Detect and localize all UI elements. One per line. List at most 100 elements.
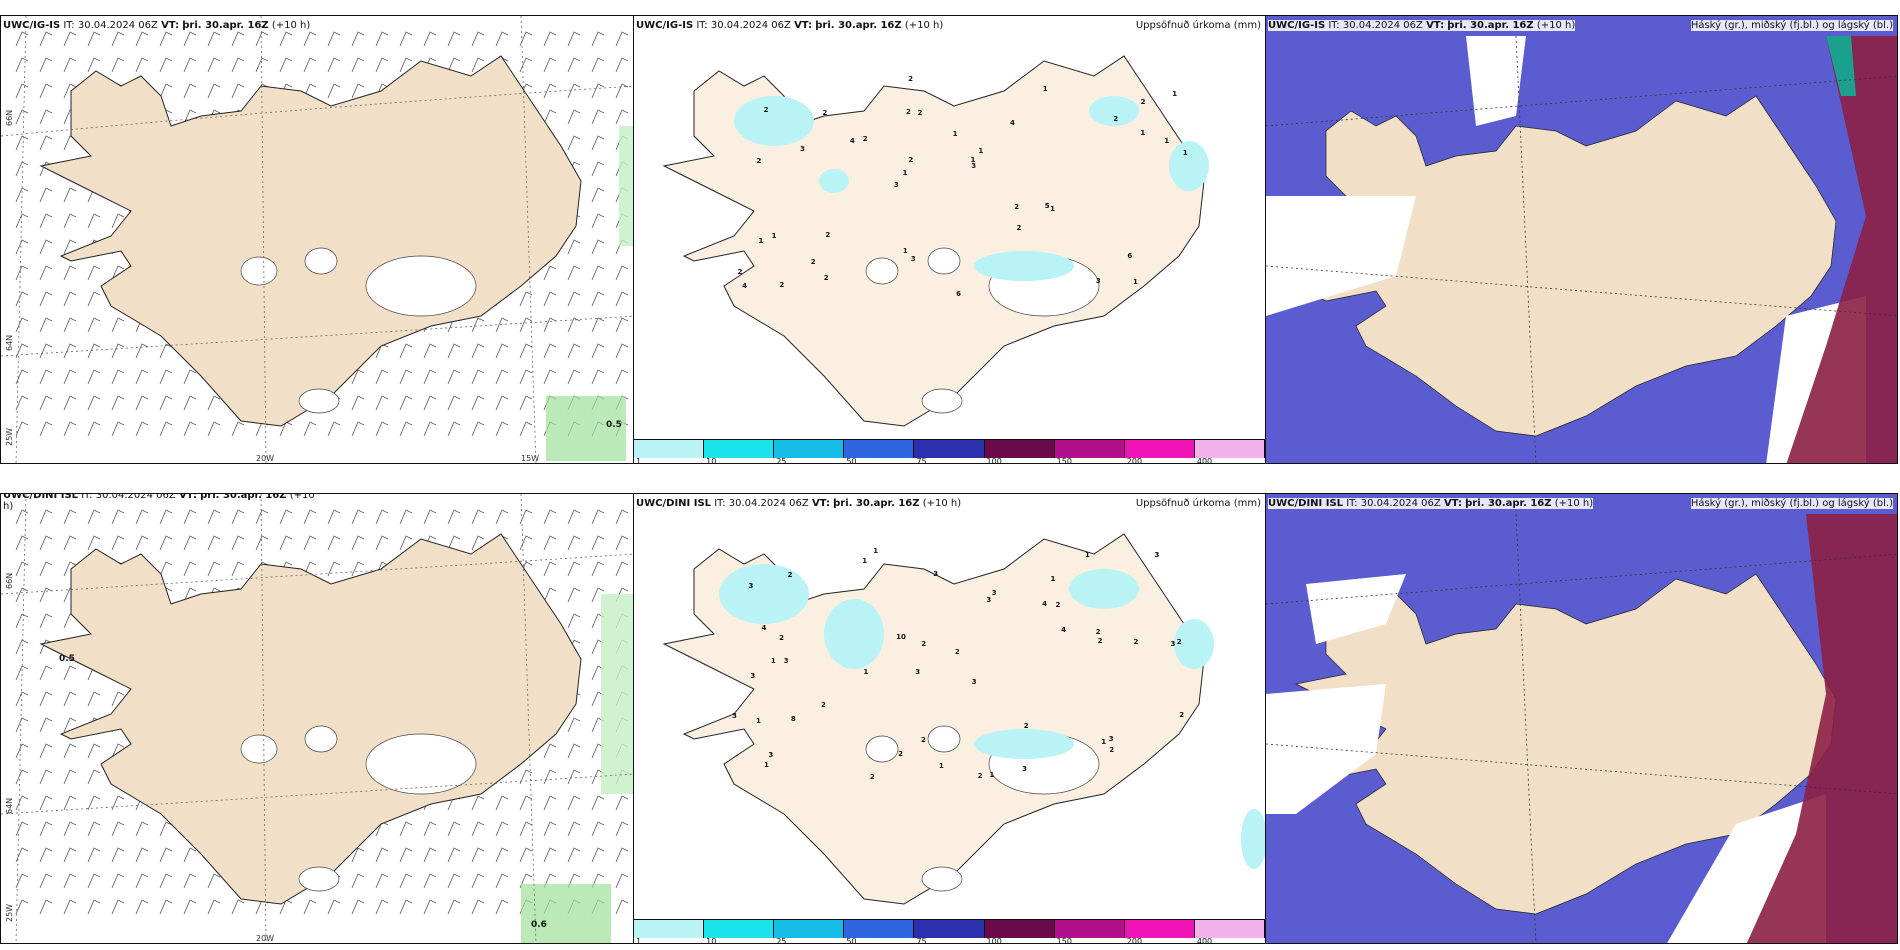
wind-barb <box>63 291 77 307</box>
wind-barb <box>159 873 173 889</box>
wind-barb <box>303 421 317 437</box>
wind-barb <box>423 421 437 437</box>
precip-value: 3 <box>971 162 977 171</box>
wind-barb <box>39 535 53 551</box>
panel-top-right-clouds: UWC/IG-IS IT: 30.04.2024 06Z VT: þri. 30… <box>1265 15 1898 464</box>
precip-value: 1 <box>1172 90 1178 99</box>
vt-value: þri. 30.apr. 16Z <box>815 20 902 31</box>
wind-barb <box>471 509 485 525</box>
colorbar-swatch <box>774 920 845 938</box>
colorbar-tick-label: 100 <box>986 457 1002 464</box>
colorbar-ticks: 1 10 25 50 75 100 150 200 400 <box>634 457 1265 464</box>
wind-barb <box>351 369 365 385</box>
precip-value: 1 <box>763 761 769 770</box>
wind-barb <box>87 31 101 47</box>
wind-barb <box>423 395 437 411</box>
wind-barb <box>543 873 557 889</box>
wind-barb <box>615 317 629 333</box>
wind-barb <box>159 899 173 915</box>
precip-value: 3 <box>1108 735 1114 744</box>
precip-value: 3 <box>750 671 756 680</box>
precip-cyan-patches <box>719 564 1265 869</box>
wind-barb <box>375 535 389 551</box>
wind-barb <box>111 213 125 229</box>
vt-label: VT: <box>794 20 813 31</box>
wind-barb <box>591 57 605 73</box>
model-name: UWC/IG-IS <box>1268 20 1326 31</box>
precip-value: 2 <box>1179 710 1185 719</box>
precip-value: 2 <box>1109 746 1115 755</box>
wind-barb <box>615 561 629 577</box>
wind-barb <box>255 535 269 551</box>
glacier-langjokull <box>240 734 278 764</box>
wind-barb <box>15 369 29 385</box>
vt-label: VT: <box>1426 20 1445 31</box>
panel-bottom-left-wind: UWC/DINI ISL IT: 30.04.2024 06Z VT: þri.… <box>0 493 634 944</box>
wind-barb <box>39 317 53 333</box>
wind-barb <box>567 57 581 73</box>
field-title: Uppsöfnuð úrkoma (mm) <box>1135 20 1261 31</box>
wind-barb <box>255 509 269 525</box>
colorbar-swatch <box>1124 440 1195 458</box>
precip-value: 1 <box>978 146 984 155</box>
precip-value: 2 <box>1140 98 1146 106</box>
wind-barb <box>591 821 605 837</box>
wind-barb <box>399 57 413 73</box>
colorbar-tick-label: 75 <box>916 937 927 944</box>
wind-barb <box>231 535 245 551</box>
wind-barb <box>207 395 221 411</box>
vt-label: VT: <box>178 493 197 501</box>
wind-barb <box>15 291 29 307</box>
precip-value: 3 <box>1022 765 1027 774</box>
wind-barb <box>567 795 581 811</box>
wind-barb <box>15 57 29 73</box>
lon-label-25: 25W <box>5 427 14 446</box>
wind-barb <box>111 847 125 863</box>
wind-barb <box>159 395 173 411</box>
wind-barb <box>159 535 173 551</box>
wind-barb <box>543 109 557 125</box>
precip-patch <box>1174 619 1214 669</box>
wind-barb <box>327 421 341 437</box>
wind-barb <box>63 717 77 733</box>
colorbar-swatch <box>1054 920 1125 938</box>
precip-value: 2 <box>908 155 914 164</box>
precip-value: 2 <box>1095 628 1101 637</box>
wind-barb <box>327 57 341 73</box>
wind-barb <box>471 369 485 385</box>
wind-barb <box>591 31 605 47</box>
precip-value: 1 <box>1132 277 1138 286</box>
wind-barb <box>87 509 101 525</box>
precip-value: 3 <box>783 657 789 665</box>
precip-value: 1 <box>1050 204 1055 213</box>
wind-barb <box>207 535 221 551</box>
colorbar-tick-label: 200 <box>1126 937 1143 944</box>
wind-barb <box>135 395 149 411</box>
wind-barb <box>591 561 605 577</box>
wind-barb <box>63 317 77 333</box>
wind-barb <box>63 31 77 47</box>
wind-barb <box>399 343 413 359</box>
wind-barb <box>111 821 125 837</box>
wind-barb <box>39 83 53 99</box>
precip-value: 1 <box>770 657 776 666</box>
wind-barb <box>423 369 437 385</box>
precip-value: 2 <box>869 772 875 781</box>
wind-barb <box>15 135 29 151</box>
wind-barb <box>375 395 389 411</box>
it-value: 30.04.2024 06Z <box>710 20 791 31</box>
wind-barb <box>543 769 557 785</box>
wind-barb <box>591 265 605 281</box>
wind-barb <box>519 847 533 863</box>
field-title: Háský (gr.), miðský (fj.bl.) og lágský (… <box>1690 20 1893 31</box>
wind-barb <box>39 369 53 385</box>
precip-value: 1 <box>755 716 761 725</box>
precip-value: 4 <box>1061 625 1067 634</box>
model-name: UWC/DINI ISL <box>636 498 712 509</box>
precip-value: 1 <box>989 771 995 780</box>
wind-barb <box>63 83 77 99</box>
wind-barb <box>447 821 461 837</box>
wind-barb <box>567 561 581 577</box>
wind-barb <box>183 847 197 863</box>
wind-barb <box>399 509 413 525</box>
